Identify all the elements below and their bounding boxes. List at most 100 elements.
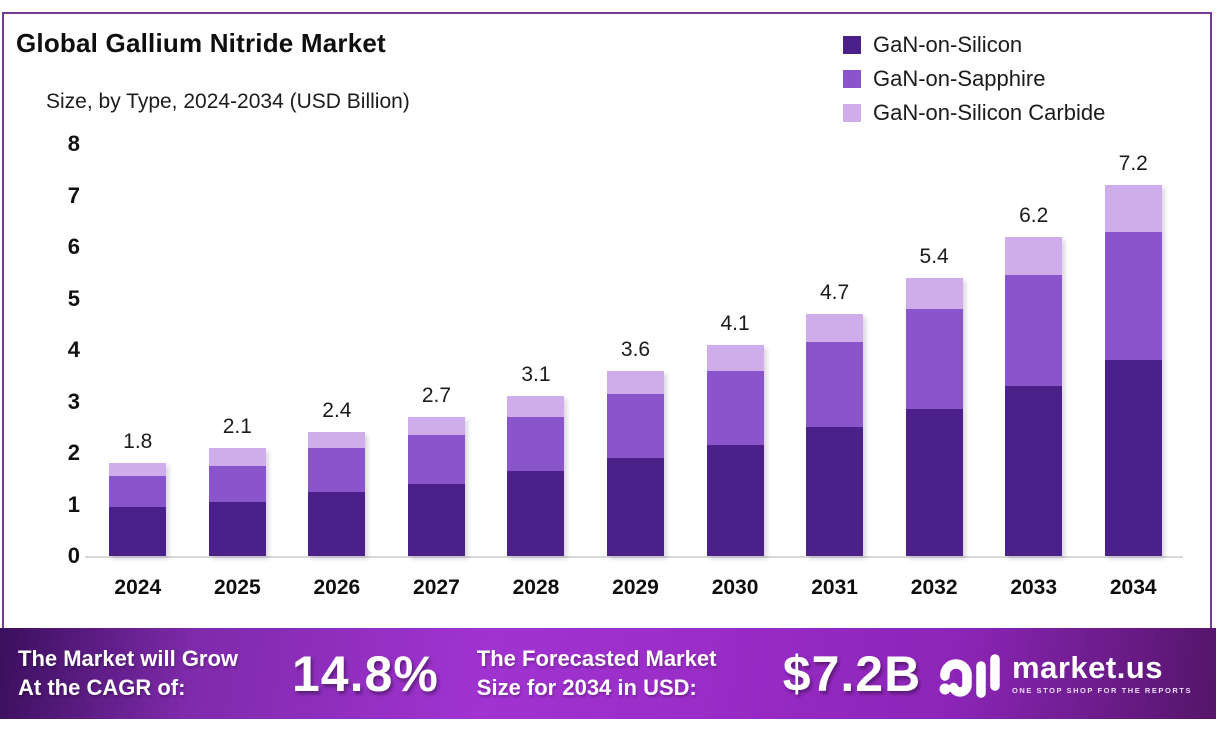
x-tick-label-2025: 2025 <box>213 576 261 599</box>
bar-segment-gan-on-sapphire <box>806 342 864 428</box>
legend-label: GaN-on-Sapphire <box>873 66 1046 91</box>
stacked-bar <box>308 432 366 556</box>
bar-segment-gan-on-silicon <box>308 491 366 556</box>
bar-segment-gan-on-sapphire <box>407 434 465 484</box>
chart-title: Global Gallium Nitride Market <box>16 28 386 58</box>
bar-column-2031: 4.7 <box>785 281 885 556</box>
bar-segment-gan-on-silicon <box>407 483 465 556</box>
x-axis-labels: 2024 2025 2026 2027 2028 2029 2030 2031 2032 2033… <box>88 576 1183 600</box>
y-tick-label: 7 <box>67 182 80 208</box>
stacked-bar <box>407 416 465 556</box>
bar-segment-gan-on-silicon <box>507 471 565 556</box>
stacked-bar <box>706 344 764 556</box>
legend-label: GaN-on-Silicon <box>873 32 1023 57</box>
bar-total-label: 4.7 <box>820 280 850 304</box>
bar-total-label: 3.6 <box>620 337 651 361</box>
bar-total-label: 6.2 <box>1019 203 1049 227</box>
bar-segment-gan-on-sapphire <box>1005 275 1063 387</box>
y-tick-label: 8 <box>67 131 80 156</box>
x-tick-label-2030: 2030 <box>711 576 759 599</box>
bar-segment-gan-on-silicon-carbide <box>1005 236 1063 276</box>
bar-segment-gan-on-silicon <box>607 458 664 556</box>
stacked-bar <box>109 463 167 556</box>
bar-total-label: 7.2 <box>1118 152 1148 176</box>
bar-column-2029: 3.6 <box>586 338 686 556</box>
bar-segment-gan-on-silicon <box>1104 360 1162 556</box>
bar-segment-gan-on-silicon-carbide <box>1104 185 1162 232</box>
x-tick-label-2027: 2027 <box>413 576 460 599</box>
bar-column-2028: 3.1 <box>486 363 586 556</box>
footer-banner-content: The Market will Grow At the CAGR of: 14.… <box>0 628 1216 719</box>
bar-segment-gan-on-sapphire <box>208 465 266 502</box>
bar-column-2025: 2.1 <box>188 415 288 556</box>
y-tick-label: 1 <box>67 491 80 517</box>
bar-plot: 1.8 2.1 2.4 2.7 3.1 3.6 4.1 4.7 5.4 6.2 7.2 <box>88 120 1183 556</box>
brand-tagline: ONE STOP SHOP FOR THE REPORTS <box>1012 685 1192 695</box>
bar-segment-gan-on-sapphire <box>1104 231 1162 361</box>
bar-column-2032: 5.4 <box>884 245 984 556</box>
bar-total-label: 2.7 <box>421 383 452 407</box>
bar-segment-gan-on-sapphire <box>308 447 366 492</box>
stacked-bar <box>1104 185 1162 556</box>
cagr-label-line2: At the CAGR of: <box>18 674 186 700</box>
bar-segment-gan-on-sapphire <box>607 393 664 459</box>
legend-swatch-icon <box>843 104 861 122</box>
y-tick-label: 6 <box>67 234 80 259</box>
legend-swatch-icon <box>843 36 861 54</box>
bar-segment-gan-on-silicon-carbide <box>905 277 963 309</box>
y-tick-label: 5 <box>67 285 80 311</box>
cagr-value: 14.8% <box>292 645 439 702</box>
bar-column-2027: 2.7 <box>387 384 487 556</box>
x-tick-label-2034: 2034 <box>1109 576 1157 599</box>
bar-segment-gan-on-silicon <box>109 507 167 556</box>
market-us-logo-icon <box>939 653 1000 698</box>
x-tick-label-2024: 2024 <box>114 576 162 599</box>
bar-segment-gan-on-silicon-carbide <box>109 463 167 477</box>
x-tick-label-2028: 2028 <box>512 576 560 599</box>
bar-total-label: 4.1 <box>720 311 750 335</box>
bar-segment-gan-on-sapphire <box>905 308 963 410</box>
bar-total-label: 5.4 <box>919 244 949 268</box>
legend-item-gan-on-sapphire: GaN-on-Sapphire <box>843 62 1105 96</box>
forecast-label-line1: The Forecasted Market <box>476 645 717 671</box>
bar-column-2030: 4.1 <box>685 312 785 556</box>
stacked-bar <box>507 396 565 556</box>
bar-segment-gan-on-silicon <box>905 409 963 556</box>
legend-item-gan-on-silicon-carbide: GaN-on-Silicon Carbide <box>843 96 1105 130</box>
forecast-label-line2: Size for 2034 in USD: <box>476 674 697 700</box>
cagr-label: The Market will Grow At the CAGR of: <box>18 645 286 702</box>
brand-name: market.us <box>1012 649 1163 685</box>
bar-segment-gan-on-silicon <box>706 445 764 556</box>
bar-segment-gan-on-sapphire <box>706 370 764 446</box>
x-tick-label-2033: 2033 <box>1010 576 1058 599</box>
bar-segment-gan-on-silicon-carbide <box>308 432 366 448</box>
x-tick-label-2026: 2026 <box>313 576 361 599</box>
bar-segment-gan-on-silicon-carbide <box>507 396 565 417</box>
bar-column-2033: 6.2 <box>984 204 1084 556</box>
y-tick-label: 0 <box>67 543 80 568</box>
chart-subtitle: Size, by Type, 2024-2034 (USD Billion) <box>46 90 410 113</box>
stacked-bar <box>208 447 266 556</box>
bar-segment-gan-on-silicon-carbide <box>706 344 764 371</box>
bar-segment-gan-on-silicon-carbide <box>806 313 864 343</box>
legend: GaN-on-Silicon GaN-on-Sapphire GaN-on-Si… <box>843 28 1105 130</box>
bar-total-label: 2.1 <box>222 414 252 438</box>
bar-segment-gan-on-silicon-carbide <box>607 370 664 394</box>
x-tick-label-2031: 2031 <box>811 576 858 599</box>
bar-segment-gan-on-silicon <box>1005 386 1063 556</box>
bar-segment-gan-on-silicon <box>208 501 266 556</box>
legend-swatch-icon <box>843 70 861 88</box>
bar-total-label: 3.1 <box>521 363 551 387</box>
x-tick-label-2032: 2032 <box>910 576 958 599</box>
cagr-label-line1: The Market will Grow <box>18 645 239 671</box>
bar-segment-gan-on-silicon-carbide <box>407 416 465 435</box>
legend-label: GaN-on-Silicon Carbide <box>873 100 1106 125</box>
bar-column-2024: 1.8 <box>88 430 188 556</box>
forecast-value: $7.2B <box>782 645 922 702</box>
legend-item-gan-on-silicon: GaN-on-Silicon <box>843 28 1105 62</box>
bar-segment-gan-on-silicon-carbide <box>208 447 266 466</box>
stacked-bar <box>607 370 664 556</box>
market-us-logo-text: market.us ONE STOP SHOP FOR THE REPORTS <box>1012 649 1192 695</box>
stacked-bar <box>1005 236 1063 556</box>
forecast-label: The Forecasted Market Size for 2034 in U… <box>477 645 777 702</box>
